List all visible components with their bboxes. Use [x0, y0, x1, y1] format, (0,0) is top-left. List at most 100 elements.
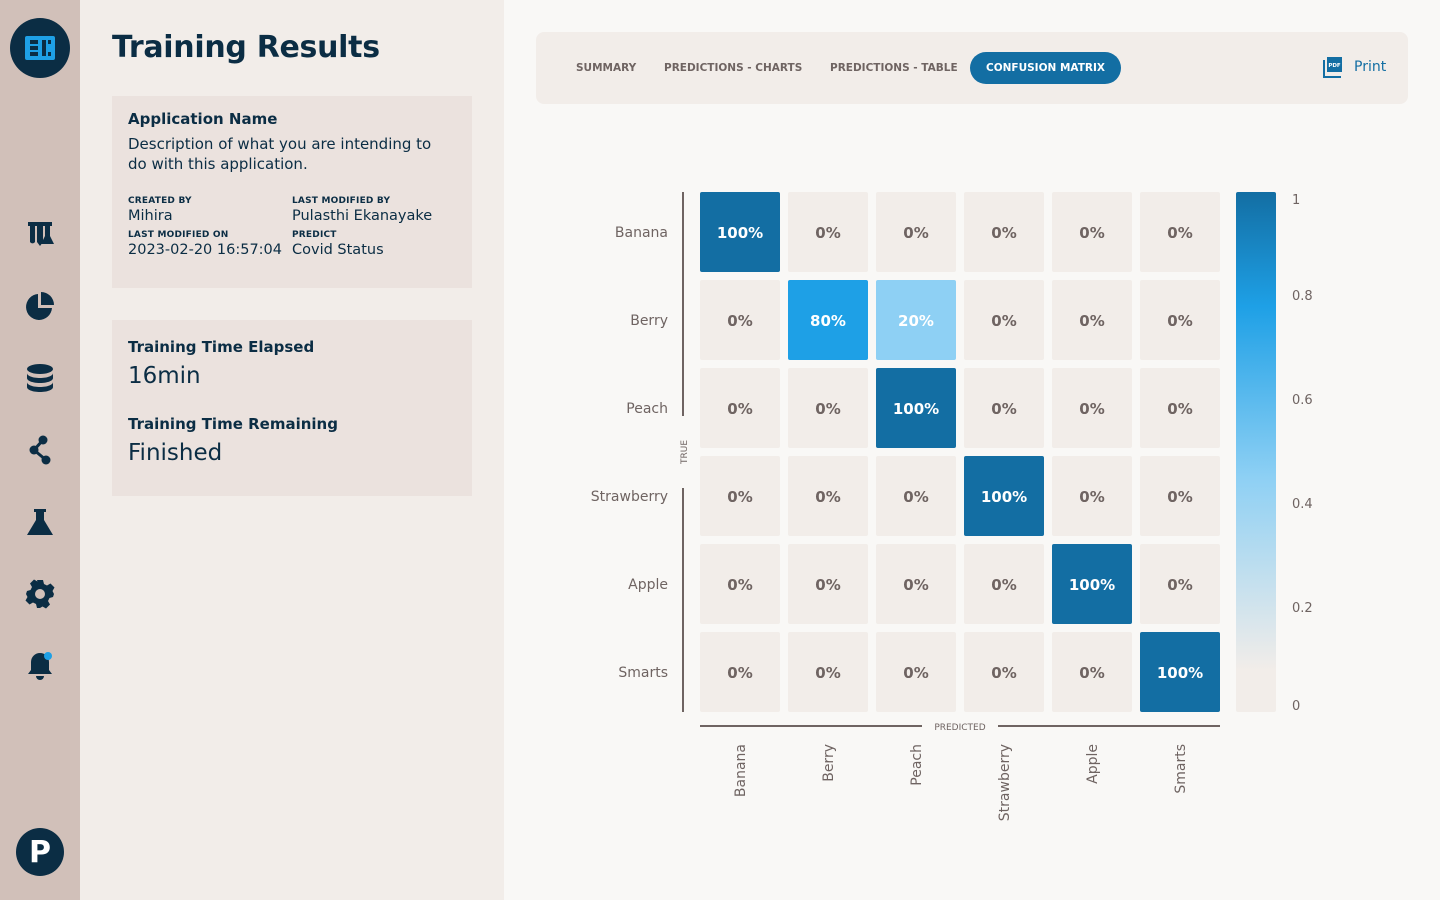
nav-sharing[interactable]	[20, 430, 60, 470]
matrix-cell-label: 0%	[815, 576, 840, 594]
matrix-cell-label: 0%	[991, 312, 1016, 330]
nav-rail: EI	[0, 0, 80, 900]
colorbar-tick: 1	[1292, 193, 1300, 208]
matrix-cell	[700, 192, 780, 272]
column-label-apple: Apple	[1085, 744, 1101, 784]
colorbar-tick: 0.4	[1292, 497, 1313, 512]
matrix-cell-label: 0%	[815, 488, 840, 506]
logo-icon: EI	[25, 36, 55, 60]
last-modified-on-label: LAST MODIFIED ON	[128, 230, 229, 240]
predict: PREDICT Covid Status	[292, 230, 462, 258]
matrix-cell	[876, 192, 956, 272]
matrix-cell-label: 0%	[903, 488, 928, 506]
matrix-cell-label: 0%	[1079, 312, 1104, 330]
matrix-cell	[964, 368, 1044, 448]
matrix-cell	[964, 632, 1044, 712]
matrix-cell-label: 0%	[991, 224, 1016, 242]
matrix-cell-label: 0%	[991, 576, 1016, 594]
matrix-cell-label: 100%	[981, 488, 1027, 506]
tab-summary[interactable]: SUMMARY	[576, 62, 637, 74]
nav-experiments[interactable]	[20, 214, 60, 254]
matrix-cell-label: 0%	[815, 400, 840, 418]
matrix-cell	[964, 280, 1044, 360]
matrix-cell	[876, 456, 956, 536]
matrix-cell-label: 100%	[717, 224, 763, 242]
nav-analytics[interactable]	[20, 286, 60, 326]
page-title: Training Results	[112, 30, 380, 65]
row-label-apple: Apple	[628, 577, 668, 593]
remaining-value: Finished	[128, 440, 223, 466]
nav-settings[interactable]	[20, 574, 60, 614]
elapsed-value: 16min	[128, 363, 201, 389]
column-label-banana: Banana	[733, 744, 749, 797]
user-avatar[interactable]: P	[16, 828, 64, 876]
matrix-cell	[788, 456, 868, 536]
matrix-cell	[700, 544, 780, 624]
app-logo[interactable]: EI	[10, 18, 70, 78]
remaining-label: Training Time Remaining	[128, 415, 338, 433]
matrix-cell-label: 0%	[727, 312, 752, 330]
gear-icon	[25, 579, 55, 609]
matrix-cell	[1140, 368, 1220, 448]
matrix-cell-label: 0%	[1167, 224, 1192, 242]
matrix-cell-label: 20%	[898, 312, 934, 330]
matrix-cell	[788, 632, 868, 712]
matrix-cell	[1052, 192, 1132, 272]
matrix-cell	[876, 632, 956, 712]
print-button[interactable]: PDF Print	[1322, 56, 1386, 78]
tab-predictions-charts[interactable]: PREDICTIONS - CHARTS	[664, 62, 803, 74]
matrix-cell-label: 0%	[815, 664, 840, 682]
matrix-cell-label: 0%	[1167, 576, 1192, 594]
confusion-matrix-chart: TRUE PREDICTED Banana Berry Peach Strawberry A…	[591, 192, 1313, 821]
nav-lab[interactable]	[20, 502, 60, 542]
predict-label: PREDICT	[292, 230, 337, 240]
matrix-cell	[788, 544, 868, 624]
column-label-berry: Berry	[821, 744, 837, 782]
created-by: CREATED BY Mihira	[128, 196, 292, 224]
matrix-cell-label: 0%	[1079, 400, 1104, 418]
matrix-cell-label: 0%	[903, 664, 928, 682]
elapsed-label: Training Time Elapsed	[128, 338, 315, 356]
column-label-smarts: Smarts	[1173, 744, 1189, 794]
colorbar-tick: 0.8	[1292, 289, 1313, 304]
matrix-cell	[1140, 632, 1220, 712]
matrix-cell	[1052, 632, 1132, 712]
matrix-cell	[1052, 280, 1132, 360]
last-modified-by-value: Pulasthi Ekanayake	[292, 208, 433, 224]
tab-confusion-matrix[interactable]: CONFUSION MATRIX	[970, 52, 1121, 84]
database-icon	[27, 364, 53, 392]
matrix-cell-label: 0%	[727, 488, 752, 506]
colorbar-tick: 0.6	[1292, 393, 1313, 408]
matrix-cell	[876, 544, 956, 624]
tab-predictions-table[interactable]: PREDICTIONS - TABLE	[830, 62, 958, 74]
training-time-card: Training Time Elapsed 16min Training Tim…	[112, 320, 472, 496]
matrix-cell-label: 0%	[1079, 664, 1104, 682]
last-modified-by: LAST MODIFIED BY Pulasthi Ekanayake	[292, 196, 462, 224]
row-label-peach: Peach	[626, 401, 668, 417]
predict-value: Covid Status	[292, 242, 384, 258]
notification-dot	[44, 652, 52, 660]
matrix-cell	[1140, 456, 1220, 536]
application-meta: CREATED BY Mihira LAST MODIFIED BY Pulas…	[128, 196, 462, 258]
matrix-cell-label: 0%	[727, 400, 752, 418]
nav-data[interactable]	[20, 358, 60, 398]
matrix-cell	[700, 280, 780, 360]
matrix-cell	[1052, 368, 1132, 448]
flask-icon	[27, 509, 53, 535]
row-label-strawberry: Strawberry	[591, 489, 668, 505]
nav-notifications[interactable]	[20, 646, 60, 686]
matrix-cell-label: 100%	[893, 400, 939, 418]
matrix-cell	[1052, 456, 1132, 536]
matrix-cell-label: 0%	[727, 576, 752, 594]
last-modified-by-label: LAST MODIFIED BY	[292, 196, 391, 206]
matrix-cell	[788, 192, 868, 272]
matrix-cell	[1140, 192, 1220, 272]
matrix-cell-label: 0%	[1079, 224, 1104, 242]
matrix-cell	[964, 544, 1044, 624]
matrix-cell-label: 0%	[991, 664, 1016, 682]
column-label-peach: Peach	[909, 744, 925, 786]
matrix-cell-label: 0%	[1167, 400, 1192, 418]
matrix-cell	[788, 280, 868, 360]
matrix-cell	[964, 456, 1044, 536]
predicted-axis-label: PREDICTED	[934, 723, 985, 733]
